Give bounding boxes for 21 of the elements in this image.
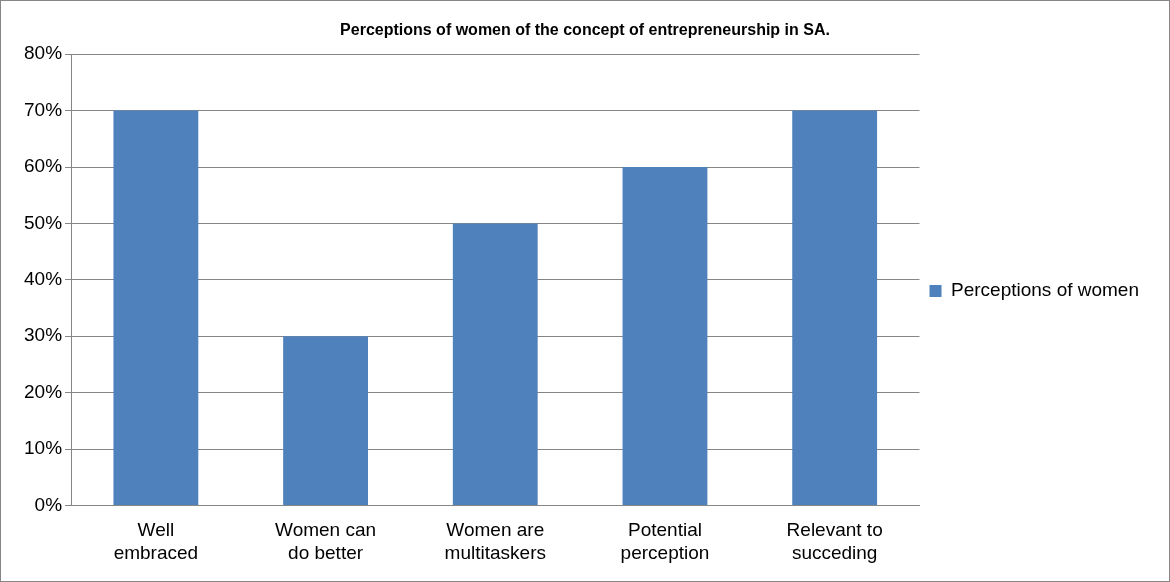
- x-tick-label: Women can do better: [275, 519, 377, 563]
- y-tick-label: 30%: [24, 324, 63, 346]
- y-tick-label: 50%: [24, 211, 63, 233]
- y-tick-label: 80%: [24, 42, 63, 64]
- y-tick-label: 20%: [24, 380, 63, 402]
- bar: [622, 167, 708, 505]
- bar: [113, 110, 199, 505]
- chart-title: Perceptions of women of the concept of entrepreneurship in SA.: [340, 21, 830, 39]
- bar: [792, 110, 878, 505]
- legend-label: Perceptions of women: [951, 279, 1140, 301]
- x-tick-label: Relevant to succeding: [786, 519, 883, 563]
- bar: [283, 336, 368, 505]
- x-tick-label: Potential perception: [620, 519, 710, 563]
- y-tick-label: 60%: [24, 155, 63, 177]
- bar: [452, 223, 538, 505]
- x-tick-label: Well embraced: [113, 519, 199, 563]
- y-tick-label: 10%: [24, 437, 63, 459]
- y-tick-label: 0%: [34, 493, 63, 515]
- x-tick-label: Women are multitaskers: [444, 519, 546, 563]
- y-tick-label: 40%: [24, 268, 63, 290]
- y-tick-label: 70%: [24, 98, 63, 120]
